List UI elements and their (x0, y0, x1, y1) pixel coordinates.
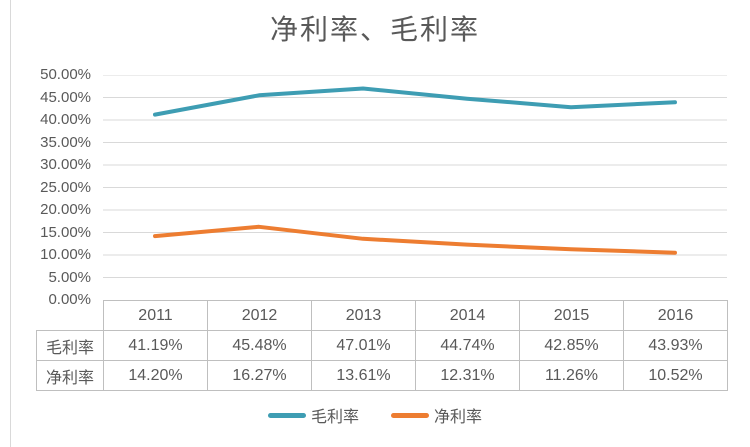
y-tick-label: 20.00% (40, 201, 91, 218)
y-tick-label: 15.00% (40, 223, 91, 241)
chart-legend: 毛利率 净利率 (0, 403, 750, 427)
legend-line-sample-orange-icon (391, 412, 429, 418)
year-header-cell: 2013 (311, 300, 416, 331)
plot-svg (103, 75, 727, 278)
value-cell: 41.19% (103, 330, 208, 361)
value-cell: 45.48% (207, 330, 312, 361)
legend-label: 净利率 (434, 409, 483, 426)
value-cell: 42.85% (519, 330, 624, 361)
legend-item-net-margin: 净利率 (391, 403, 482, 427)
value-cell: 16.27% (207, 360, 312, 391)
value-cell: 44.74% (415, 330, 520, 361)
value-cell: 47.01% (311, 330, 416, 361)
table-row: 毛利率 41.19% 45.48% 47.01% 44.74% 42.85% 43.93% (36, 330, 728, 361)
y-tick-label: 45.00% (40, 88, 91, 106)
y-tick-label: 30.00% (40, 156, 91, 173)
table-corner-cell (37, 301, 104, 331)
value-cell: 11.26% (519, 360, 624, 391)
plot-area (103, 75, 727, 300)
y-tick-label: 5.00% (48, 268, 91, 286)
y-tick-label: 40.00% (40, 111, 91, 128)
chart-title: 净利率、毛利率 (269, 14, 480, 45)
value-cell: 13.61% (311, 360, 416, 391)
series-name-cell: 毛利率 (36, 330, 104, 361)
series-line-1 (153, 224, 677, 255)
table-row: 净利率 14.20% 16.27% 13.61% 12.31% 11.26% 10.52% (36, 360, 728, 391)
value-cell: 43.93% (623, 330, 728, 361)
y-tick-label: 25.00% (40, 178, 91, 196)
y-tick-label: 0.00% (48, 291, 91, 308)
y-axis-labels: 50.00% 45.00% 40.00% 35.00% 30.00% 25.00% 20.0… (0, 66, 91, 308)
legend-item-gross-margin: 毛利率 (267, 403, 359, 427)
year-header-cell: 2012 (207, 300, 312, 331)
y-tick-label: 50.00% (40, 66, 91, 83)
value-cell: 14.20% (103, 360, 208, 391)
y-tick-label: 10.00% (40, 246, 91, 263)
legend-line-sample-teal-icon (267, 412, 306, 418)
chart-frame-left-border (10, 0, 11, 447)
legend-label: 毛利率 (310, 409, 359, 426)
year-header-cell: 2011 (103, 300, 208, 331)
value-cell: 10.52% (623, 360, 728, 391)
value-cell: 12.31% (415, 360, 520, 391)
data-table-body: 毛利率 41.19% 45.48% 47.01% 44.74% 42.85% 43.93% 净… (36, 330, 728, 391)
data-table-head-row: 2011 2012 2013 2014 2015 2016 (37, 300, 728, 331)
year-header-cell: 2016 (623, 300, 728, 331)
series-line-0 (153, 86, 677, 117)
series-name-cell: 净利率 (36, 360, 104, 391)
data-table: 2011 2012 2013 2014 2015 2016 毛利率 41.19% 45.48%… (36, 300, 728, 391)
year-header-cell: 2015 (519, 300, 624, 331)
y-tick-label: 35.00% (40, 133, 91, 151)
year-header-cell: 2014 (415, 300, 520, 331)
